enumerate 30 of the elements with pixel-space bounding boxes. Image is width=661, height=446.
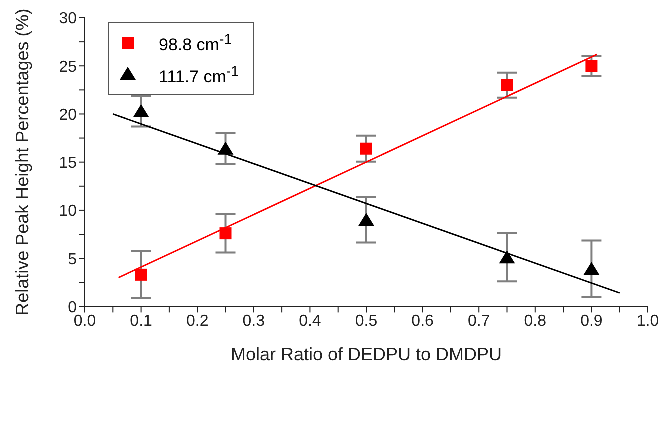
x-tick-label: 0.4	[299, 313, 322, 330]
y-tick-label: 20	[59, 106, 78, 124]
point	[135, 268, 148, 281]
point	[499, 250, 516, 264]
y-tick-label: 25	[59, 58, 78, 76]
x-axis-title: Molar Ratio of DEDPU to DMDPU	[230, 344, 502, 365]
y-tick-label: 15	[59, 155, 78, 172]
x-tick-label: 0.3	[242, 313, 266, 330]
point	[360, 142, 372, 155]
x-tick-label: 0.9	[580, 313, 603, 330]
x-tick-label: 0.6	[412, 313, 434, 330]
point	[220, 228, 232, 240]
point	[501, 79, 514, 92]
x-tick-label: 0.2	[186, 313, 209, 330]
point	[133, 104, 150, 118]
point	[358, 213, 374, 226]
y-tick-label: 5	[68, 251, 78, 268]
point	[586, 60, 598, 72]
legend-label: 111.7 cm$^{-1}$	[159, 62, 239, 88]
x-tick-label: 0.5	[355, 313, 378, 330]
legend-label: 98.8 cm$^{-1}$	[159, 31, 232, 57]
y-tick-label: 10	[59, 203, 78, 220]
y-axis-title: Relative Peak Height Percentages (%)	[12, 8, 32, 316]
x-tick-label: 1.0	[636, 313, 660, 330]
point	[218, 142, 234, 155]
point	[584, 262, 600, 276]
y-tick-label: 30	[59, 10, 78, 28]
x-tick-label: 0.7	[468, 313, 490, 330]
x-tick-label: 0.1	[130, 313, 153, 330]
x-tick-label: 0.8	[524, 313, 547, 330]
